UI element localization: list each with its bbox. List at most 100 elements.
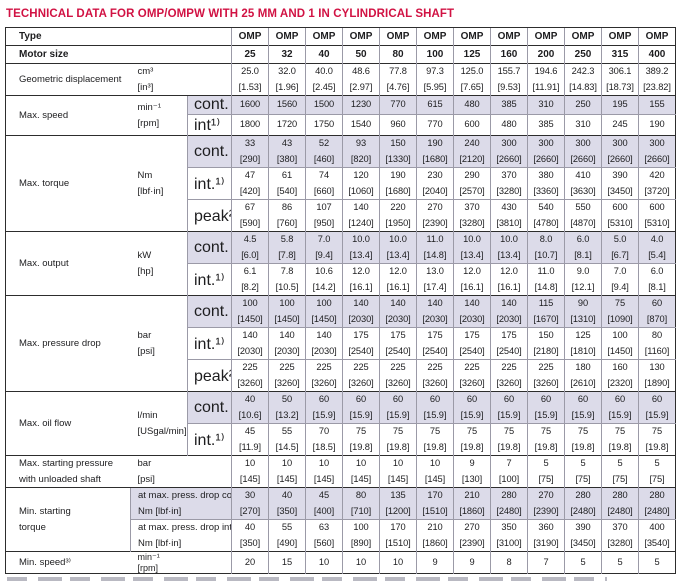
cell-text: [820] [350, 153, 372, 164]
value-cell: 230 [2040] [416, 167, 454, 200]
value-cell: 310 [527, 95, 565, 115]
cell-text: Max. torque [19, 177, 70, 189]
cell-text: 60 [651, 394, 663, 404]
cell-text: [11.9] [239, 441, 261, 452]
cell-text: 12.0 [389, 266, 407, 276]
motor-size-cell: 125 [453, 45, 491, 64]
value-cell: 10 [145] [416, 455, 454, 488]
cell-text: 290 [464, 170, 480, 180]
value-cell: 270 [2390] [527, 487, 565, 520]
cell-text: 5 [617, 458, 623, 468]
cell-text: 190 [649, 119, 665, 130]
cell-text: 75 [392, 426, 404, 436]
cell-text: 220 [390, 202, 406, 212]
unit-label: min⁻¹ [rpm] [130, 551, 232, 574]
cell-text: [4.76] [386, 81, 410, 92]
motor-size-cell: 80 [379, 45, 417, 64]
cell-text: [145] [239, 473, 261, 484]
cell-text: [1810] [570, 345, 596, 356]
value-cell: 245 [601, 114, 639, 136]
cell-text: [15.9] [349, 409, 373, 420]
cell-text: [2030] [385, 313, 411, 324]
cell-text: 11.0 [537, 266, 555, 276]
value-cell: 40 [350] [231, 519, 269, 552]
cell-text: [19.8] [571, 441, 595, 452]
cell-text: 4.0 [650, 234, 664, 244]
value-cell: 600 [5310] [638, 199, 676, 232]
cell-text: 1500 [313, 99, 335, 110]
cell-text: [1450] [311, 313, 337, 324]
cell-text: [psi] [137, 345, 155, 357]
cell-text: 10 [318, 556, 330, 567]
condition-label: at max. press. drop int.¹⁾ Nm [lbf·in] [130, 519, 232, 552]
cell-text: 600 [612, 202, 628, 212]
value-cell: 100 [1450] [268, 295, 306, 328]
table-row: Geometric displacement cm³ [in³] 25.0 [1.53]… [5, 63, 676, 96]
value-cell: 220 [1950] [379, 199, 417, 232]
cell-text: 100 [279, 298, 295, 308]
cell-text: 5.8 [280, 234, 294, 244]
value-cell: 5 [638, 551, 676, 574]
cell-text: 61 [281, 170, 293, 180]
cell-text: [rpm] [137, 117, 160, 129]
cell-text: 7.0 [613, 266, 627, 276]
cell-text: [2030] [274, 345, 300, 356]
cell-text: [2320] [607, 377, 633, 388]
cell-text: 9 [432, 556, 438, 567]
unit-label: kW [hp] [130, 231, 188, 296]
cell-text: 306.1 [608, 66, 632, 76]
cell-text: 120 [353, 170, 369, 180]
value-cell: 194.6 [11.91] [527, 63, 565, 96]
cell-text: [15.9] [423, 409, 447, 420]
cell-text: 175 [464, 330, 480, 340]
cell-text: [1680] [385, 185, 411, 196]
table-row: int.¹⁾ 140 [2030] 140 [2030] 140 [2030] 175 [254… [6, 327, 676, 360]
cell-text: 225 [279, 362, 295, 372]
cell-text: [in³] [137, 81, 154, 93]
cell-text: [10.6] [238, 409, 262, 420]
cell-text: 107 [316, 202, 332, 212]
cell-text: 97.3 [426, 66, 444, 76]
cell-text: 5 [654, 556, 660, 567]
cell-text: 140 [390, 298, 406, 308]
cell-text: [16.1] [349, 281, 373, 292]
cell-text: [130] [461, 473, 483, 484]
cell-text: [270] [239, 505, 261, 516]
value-cell: 270 [2390] [453, 519, 491, 552]
cell-text: 43 [281, 138, 293, 148]
cell-text: [350] [276, 505, 298, 516]
value-cell: 60 [15.9] [305, 391, 343, 424]
value-cell: 60 [15.9] [453, 391, 491, 424]
cell-text: Nm [lbf·in] [138, 537, 182, 549]
cell-text: 10 [244, 458, 256, 468]
value-cell: 74 [660] [305, 167, 343, 200]
cell-text: [75] [575, 473, 591, 484]
cell-text: with unloaded shaft [19, 473, 101, 485]
value-cell: 60 [15.9] [490, 391, 528, 424]
value-cell: 70 [18.5] [305, 423, 343, 456]
unit-label: bar [psi] [130, 295, 188, 392]
cell-text: 93 [355, 138, 367, 148]
cell-text: [2540] [422, 345, 448, 356]
cell-text: 40 [281, 490, 293, 500]
value-cell: 67 [590] [231, 199, 269, 232]
value-cell: 385 [527, 114, 565, 136]
type-row: Type OMP OMP OMP OMP OMP OMP OMP OMP OMP OMP OMP OMP [5, 27, 676, 46]
value-cell: 25.0 [1.53] [231, 63, 269, 96]
cell-text: [8.2] [241, 281, 259, 292]
cell-text: 135 [390, 490, 406, 500]
cell-text: [23.82] [643, 81, 671, 92]
value-cell: 6.1 [8.2] [231, 263, 269, 296]
clipped-footnote-line [7, 577, 607, 581]
value-cell: 410 [3630] [564, 167, 602, 200]
cell-text: 480 [464, 99, 480, 110]
value-cell: 175 [2540] [342, 327, 380, 360]
cell-text: at max. press. drop int.¹⁾ [138, 522, 232, 533]
cell-text: 310 [575, 119, 591, 130]
value-cell: 10.0 [13.4] [453, 231, 491, 264]
cell-text: 300 [575, 138, 591, 148]
cell-text: 80 [355, 490, 367, 500]
cell-text: 230 [427, 170, 443, 180]
cell-text: [3540] [644, 537, 670, 548]
